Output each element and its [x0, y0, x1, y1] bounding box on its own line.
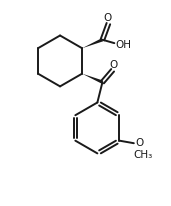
Polygon shape — [82, 39, 103, 49]
Text: O: O — [103, 13, 112, 23]
Text: O: O — [135, 138, 143, 148]
Text: CH₃: CH₃ — [134, 149, 153, 159]
Polygon shape — [82, 74, 103, 84]
Text: OH: OH — [115, 40, 131, 50]
Text: O: O — [109, 59, 118, 69]
